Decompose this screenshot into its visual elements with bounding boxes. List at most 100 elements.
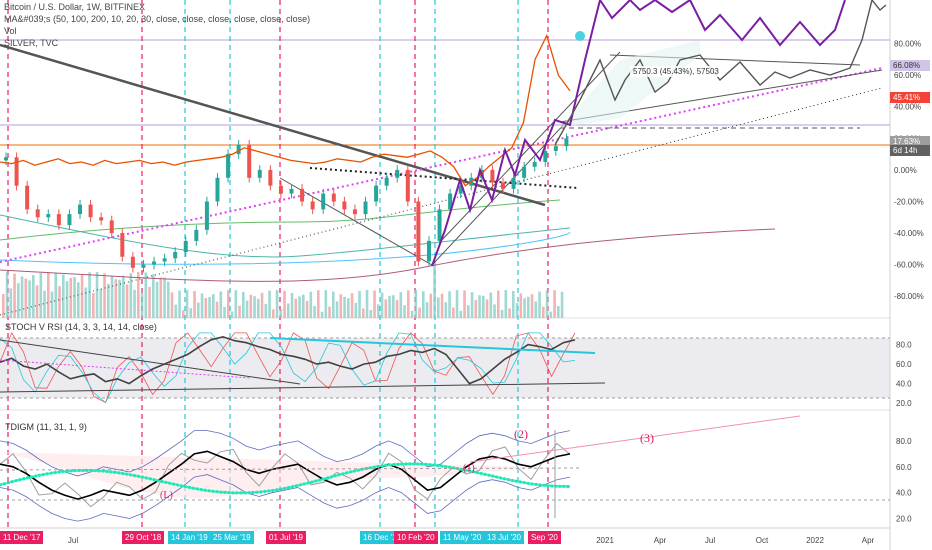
volume-bar — [189, 308, 193, 318]
price-axis-tick-label: -40.00% — [894, 229, 924, 238]
volume-bar — [17, 283, 20, 318]
volume-bar — [9, 288, 13, 318]
candle-body — [416, 201, 421, 262]
volume-bar — [50, 291, 54, 318]
candle-body — [67, 214, 72, 226]
volume-bar — [167, 281, 170, 318]
volume-bar — [560, 291, 564, 318]
candle-body — [363, 201, 368, 215]
stoch-magenta-trend — [0, 359, 251, 379]
silver-legend[interactable]: SILVER, TVC — [4, 38, 59, 48]
volume-bars — [2, 262, 564, 318]
annotation-3: (3) — [640, 431, 654, 445]
price-tag: 45.41% — [890, 92, 930, 104]
volume-bar — [347, 298, 350, 318]
price-axis-tick-label: 0.00% — [894, 166, 917, 175]
candle-body — [120, 233, 125, 257]
tdi-axis-tick-label: 40.0 — [896, 489, 912, 498]
volume-bar — [437, 297, 440, 318]
volume-bar — [455, 290, 459, 318]
volume-bar — [103, 273, 106, 318]
volume-bar — [43, 290, 46, 318]
time-axis-ticks: Jul 2021 Apr Jul Oct 2022 Apr — [68, 536, 875, 545]
volume-bar — [354, 303, 358, 318]
volume-bar — [317, 290, 320, 318]
volume-bar — [440, 293, 444, 318]
volume-bar — [47, 272, 50, 318]
candle-body — [141, 264, 146, 268]
volume-bar — [538, 291, 541, 318]
volume-bar — [69, 277, 73, 318]
volume-bar — [272, 309, 275, 318]
volume-bar — [20, 276, 24, 318]
volume-bar — [238, 305, 241, 318]
date-tag: 11 May '20 — [440, 531, 485, 544]
volume-bar — [140, 292, 144, 318]
stoch-axis-ticks: 80.0 60.0 40.0 20.0 — [896, 341, 912, 409]
volume-bar — [208, 297, 211, 318]
volume-bar — [407, 290, 410, 318]
price-axis-ticks: 80.00%60.00%40.00%20.00%0.00%-20.00%-40.… — [894, 40, 924, 302]
volume-bar — [58, 286, 61, 318]
volume-bar — [290, 292, 294, 318]
symbol-title[interactable]: Bitcoin / U.S. Dollar, 1W, BITFINEX — [4, 2, 146, 12]
annotation-l: (L) — [160, 490, 173, 501]
volume-bar — [362, 308, 365, 318]
volume-bar — [24, 278, 28, 318]
volume-bar — [324, 290, 328, 318]
candle-body — [532, 162, 537, 167]
candle-body — [278, 185, 283, 194]
descending-trendline — [0, 43, 546, 207]
volume-bar — [95, 272, 99, 318]
ma-line-maroon — [0, 228, 776, 282]
volume-bar — [459, 310, 463, 318]
tdi-fill-pink — [0, 452, 560, 499]
date-tag: 14 Jan '19 — [168, 531, 211, 544]
tdi-axis-tick-label: 20.0 — [896, 515, 912, 524]
volume-bar — [13, 273, 16, 318]
volume-bar — [429, 293, 433, 318]
volume-bar — [542, 306, 545, 318]
volume-bar — [223, 306, 226, 318]
volume-bar — [137, 272, 140, 318]
candle-body — [490, 169, 495, 183]
volume-bar — [489, 292, 493, 318]
candle-body — [384, 177, 389, 186]
volume-bar — [227, 290, 230, 318]
volume-bar — [380, 292, 384, 318]
volume-bar — [504, 290, 508, 318]
volume-bar — [328, 306, 331, 318]
time-axis-tick-label: Oct — [756, 536, 769, 545]
volume-bar — [287, 303, 290, 318]
volume-bar — [433, 262, 436, 318]
volume-bar — [305, 300, 309, 318]
ma-legend[interactable]: MA&#039;s (50, 100, 200, 10, 20, 30, clo… — [4, 14, 311, 24]
volume-bar — [508, 308, 511, 318]
vol-legend[interactable]: Vol — [4, 26, 17, 36]
candle-body — [500, 182, 505, 189]
date-tag: 10 Feb '20 — [394, 531, 438, 544]
volume-bar — [170, 292, 174, 318]
volume-bar — [418, 307, 421, 318]
stoch-legend[interactable]: STOCH V RSI (14, 3, 3, 14, 14, close) — [5, 322, 157, 332]
candle-body — [56, 214, 61, 226]
volume-bar — [474, 300, 478, 318]
volume-bar — [155, 281, 159, 318]
stoch-cyan-trend — [269, 337, 596, 354]
candle-body — [543, 150, 548, 162]
volume-bar — [122, 275, 125, 318]
volume-bar — [185, 290, 189, 318]
annotation-1: (1) — [463, 463, 475, 474]
tdi-pink-trend — [469, 415, 801, 463]
volume-bar — [219, 291, 223, 318]
volume-bar — [107, 283, 110, 318]
price-tag: 17.63% — [890, 136, 930, 148]
volume-bar — [527, 296, 530, 318]
tdi-legend[interactable]: TDIGM (11, 31, 1, 9) — [5, 422, 87, 432]
candle-body — [564, 138, 569, 147]
time-axis-tick-label: Jul — [68, 536, 78, 545]
volume-bar — [268, 290, 271, 318]
volume-bar — [62, 274, 65, 318]
time-axis-tick-label: Apr — [862, 536, 875, 545]
